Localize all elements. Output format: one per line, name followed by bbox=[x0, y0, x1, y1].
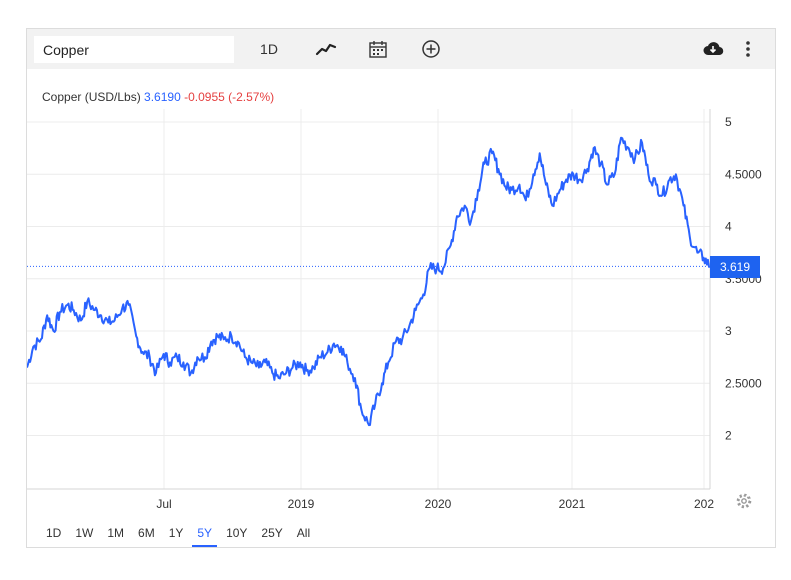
legend-price: 3.6190 bbox=[144, 90, 181, 104]
more-options-button[interactable] bbox=[739, 35, 757, 63]
y-tick-label: 4.5000 bbox=[725, 167, 762, 181]
cloud-download-icon bbox=[703, 42, 724, 56]
chart-toolbar: 1D bbox=[27, 29, 775, 69]
range-25y[interactable]: 25Y bbox=[261, 526, 283, 540]
chart-widget: 1D bbox=[26, 28, 776, 548]
add-circle-icon bbox=[422, 40, 440, 58]
range-1w[interactable]: 1W bbox=[75, 526, 94, 540]
range-10y[interactable]: 10Y bbox=[226, 526, 248, 540]
download-button[interactable] bbox=[700, 35, 726, 63]
range-1y[interactable]: 1Y bbox=[168, 526, 184, 540]
price-series-line bbox=[27, 136, 711, 427]
x-tick-label: 2019 bbox=[288, 497, 315, 511]
last-price-tag: 3.619 bbox=[710, 256, 760, 278]
x-tick-label: Jul bbox=[156, 497, 171, 511]
x-tick-label: 202 bbox=[694, 497, 714, 511]
y-tick-label: 5 bbox=[725, 115, 732, 129]
y-tick-label: 4 bbox=[725, 220, 732, 234]
x-tick-label: 2021 bbox=[559, 497, 586, 511]
time-range-selector: 1D 1W 1M 6M 1Y 5Y 10Y 25Y All bbox=[39, 519, 317, 547]
chart-type-button[interactable] bbox=[311, 35, 341, 63]
range-6m[interactable]: 6M bbox=[138, 526, 155, 540]
range-all[interactable]: All bbox=[296, 526, 311, 540]
range-5y[interactable]: 5Y bbox=[190, 519, 219, 547]
y-tick-label: 3 bbox=[725, 324, 732, 338]
range-1m[interactable]: 1M bbox=[107, 526, 125, 540]
legend-change: -0.0955 (-2.57%) bbox=[184, 90, 275, 104]
chart-legend: Copper (USD/Lbs) 3.6190 -0.0955 (-2.57%) bbox=[42, 90, 274, 104]
interval-button[interactable]: 1D bbox=[260, 41, 278, 57]
line-chart-icon bbox=[315, 43, 337, 56]
settings-button[interactable] bbox=[734, 491, 754, 511]
gear-icon bbox=[736, 493, 752, 509]
more-vertical-icon bbox=[746, 41, 750, 57]
y-tick-label: 2 bbox=[725, 429, 732, 443]
x-tick-label: 2020 bbox=[425, 497, 452, 511]
symbol-search-input[interactable] bbox=[34, 36, 234, 63]
calendar-icon bbox=[369, 41, 387, 58]
y-tick-label: 2.5000 bbox=[725, 376, 762, 390]
add-indicator-button[interactable] bbox=[418, 35, 444, 63]
date-range-button[interactable] bbox=[365, 35, 391, 63]
legend-symbol: Copper (USD/Lbs) bbox=[42, 90, 141, 104]
range-1d[interactable]: 1D bbox=[46, 526, 62, 540]
